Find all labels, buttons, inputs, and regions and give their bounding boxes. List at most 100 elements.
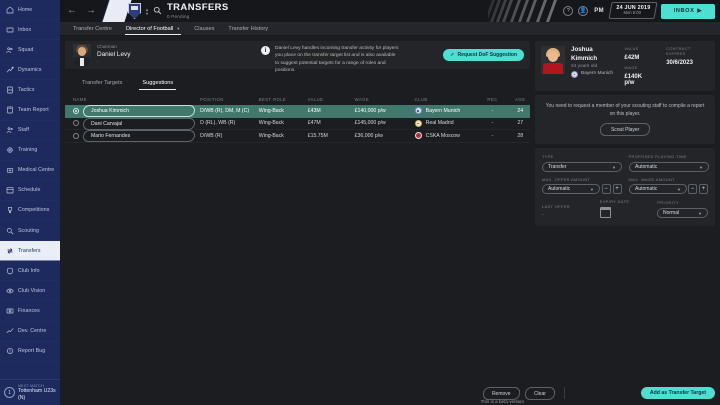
max-wage-label: MAX. WAGE AMOUNT [628,176,675,182]
info-icon: i [261,46,270,55]
sidebar-item-medical-centre[interactable]: Medical Centre [0,161,60,181]
sidebar-item-dev-centre[interactable]: Dev. Centre [0,322,60,342]
chairman-name[interactable]: Daniel Levy [97,50,131,58]
player-name-pill[interactable]: Dani Carvajal [82,117,196,129]
sidebar-item-transfers[interactable]: Transfers [0,241,60,262]
help-icon[interactable]: ? [563,6,574,16]
sidebar-item-report-bug[interactable]: Report Bug [0,342,60,362]
column-header-best-role[interactable]: BEST ROLE [258,97,287,102]
add-as-transfer-target-button[interactable]: Add as Transfer Target [640,387,715,399]
max-offer-select[interactable]: Automatic ▼ [541,184,601,194]
cell-wage: £145,000 p/w [354,120,386,127]
sidebar-item-label: Club Vision [18,287,46,294]
tactics-icon [5,85,14,94]
sidebar-item-label: Scouting [18,227,39,234]
sidebar-item-squad[interactable]: Squad [0,40,60,61]
chevron-down-icon: ▼ [676,186,680,192]
club-badge-icon [414,119,422,127]
sidebar-item-club-vision[interactable]: Club Vision [0,281,60,302]
max-offer-field: MAX. OFFER AMOUNT Automatic ▼ − + [541,177,622,194]
player-name-text: Dani Carvajal [91,120,123,126]
date-display[interactable]: 24 JUN 2019 Mon 5:00 [608,2,658,20]
chairman-extra: - [97,59,99,65]
column-header-position[interactable]: POSITION [200,97,224,102]
remove-button[interactable]: Remove [482,386,521,400]
column-header-club[interactable]: CLUB [414,97,428,102]
club-badge-icon [571,70,578,78]
sidebar-item-competitions[interactable]: Competitions [0,201,60,222]
sidebar-item-finances[interactable]: Finances [0,301,60,322]
sidebar-item-staff[interactable]: Staff [0,121,60,141]
cell-rec: - [491,107,494,114]
sidebar-item-home[interactable]: Home [0,0,60,21]
contract-date: 30/6/2023 [666,60,693,66]
sidebar-item-label: Transfers [18,247,41,254]
sidebar-item-scouting[interactable]: Scouting [0,221,60,242]
user-icon[interactable]: 👤 [578,6,589,16]
table-row[interactable]: Dani Carvajal D (RL), WB (R) Wing-Back £47M… [65,117,530,130]
sidebar-item-club-info[interactable]: Club Info [0,261,60,282]
sidebar-item-dynamics[interactable]: Dynamics [0,60,60,81]
priority-select[interactable]: Normal ▼ [656,207,709,218]
page-title: TRANSFERS [166,2,229,14]
club-badge-icon [414,107,422,115]
column-header-wage[interactable]: WAGE [354,97,370,102]
row-select-radio[interactable] [73,107,79,114]
title-bar: ← → ▲ ▼ TRANSFERS 0 Pending [60,0,720,22]
sidebar-item-schedule[interactable]: Schedule [0,181,60,201]
club-switch-arrows[interactable]: ▲ ▼ [145,6,149,16]
playing-time-field: PROPOSED PLAYING TIME Automatic ▼ [627,154,709,172]
sidebar-item-tactics[interactable]: Tactics [0,80,60,101]
club-badge-icon [414,132,422,140]
inbox-continue-button[interactable]: INBOX ▶ [661,3,715,19]
forward-arrow-icon[interactable]: → [86,5,96,16]
type-select[interactable]: Transfer ▼ [541,161,623,172]
chevron-down-icon: ▼ [589,186,594,192]
cell-wage: £36,000 p/w [354,132,383,139]
player-name-pill[interactable]: Joshua Kimmich [82,105,196,117]
request-dof-suggestion-button[interactable]: ✓ Request DoF Suggestion [443,49,524,61]
suggestions-table: NAME POSITION BEST ROLE VALUE WAGE CLUB REC AGE… [65,94,530,143]
sidebar-item-team-report[interactable]: Team Report [0,100,60,121]
scout-player-button[interactable]: Scout Player [599,123,651,136]
row-select-radio[interactable] [73,132,79,139]
sidebar-item-training[interactable]: Training [0,141,60,161]
sidebar-item-label: Report Bug [18,348,46,355]
tab-transfer-history[interactable]: Transfer History [221,22,275,35]
table-row[interactable]: Joshua Kimmich D/WB (R), DM, M (C) Wing-Ba… [65,105,530,118]
inner-tab-transfer-targets[interactable]: Transfer Targets [82,80,123,86]
sidebar-item-inbox[interactable]: Inbox [0,20,60,41]
max-offer-decrement[interactable]: − [601,184,611,194]
chevron-down-icon: ▼ [698,210,703,215]
playing-time-select[interactable]: Automatic ▼ [627,161,709,172]
dev-centre-icon [5,327,14,336]
cell-value: £43M [307,107,321,114]
tab-clauses[interactable]: Clauses [187,22,221,35]
next-match-widget[interactable]: 1 NEXT MATCH Tottenham U23s (N) [0,379,60,405]
calendar-icon[interactable] [599,206,611,218]
clear-button[interactable]: Clear [523,386,556,400]
wage-label: WAGE [624,65,638,70]
row-select-radio[interactable] [73,120,79,127]
tab-transfer-centre[interactable]: Transfer Centre [66,22,119,35]
player-name-pill[interactable]: Mario Fernandes [82,130,196,142]
table-row[interactable]: Mario Fernandes D/WB (R) Wing-Back £15.75M £… [65,130,530,143]
column-header-name[interactable]: NAME [73,97,87,102]
column-header-age[interactable]: AGE [515,97,526,102]
wage-amount: £140K p/w [624,74,643,86]
max-wage-decrement[interactable]: − [688,184,697,194]
max-wage-field: MAX. WAGE AMOUNT Automatic ▼ − + [627,176,708,194]
cell-club: CSKA Moscow [425,132,460,139]
cell-value: £47M [307,120,321,127]
column-header-value[interactable]: VALUE [307,97,324,102]
column-header-rec[interactable]: REC [487,97,498,102]
player-name[interactable]: Joshua Kimmich [571,46,598,62]
content-area: Chairman Daniel Levy - i Daniel Levy han… [60,36,720,405]
search-icon[interactable] [153,2,162,20]
max-offer-increment[interactable]: + [612,184,622,194]
tab-director-of-football[interactable]: Director of Football ▼ [119,22,187,35]
back-arrow-icon[interactable]: ← [67,5,77,16]
max-wage-increment[interactable]: + [699,184,708,194]
max-wage-select[interactable]: Automatic ▼ [627,184,687,194]
inner-tab-suggestions[interactable]: Suggestions [133,77,182,90]
